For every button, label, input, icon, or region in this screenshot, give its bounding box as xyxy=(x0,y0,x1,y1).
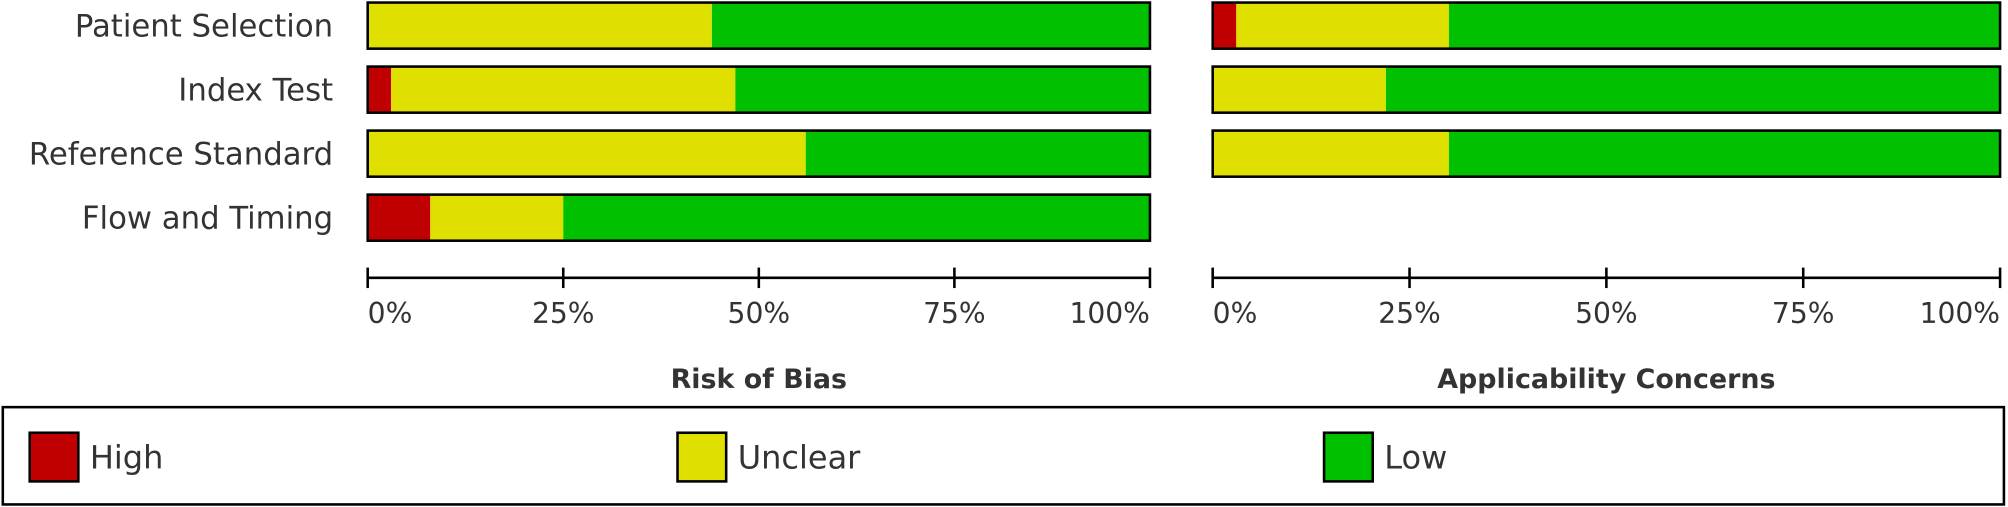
x-tick-label: 25% xyxy=(1378,297,1441,330)
bar-segment xyxy=(1385,66,2001,113)
legend-label: High xyxy=(90,439,164,477)
bar-segment xyxy=(367,2,712,49)
bar-segment xyxy=(711,2,1150,49)
bar-segment xyxy=(563,194,1150,241)
legend-swatch xyxy=(676,431,728,483)
panel-title: Risk of Bias xyxy=(671,364,847,395)
bar-segment xyxy=(1212,130,1449,177)
bar-segment xyxy=(367,130,806,177)
category-label: Reference Standard xyxy=(29,137,333,173)
legend xyxy=(1,405,2006,506)
x-tick-label: 50% xyxy=(1575,297,1638,330)
category-label: Flow and Timing xyxy=(82,201,333,237)
x-tick-label: 75% xyxy=(1772,297,1835,330)
bar-outline xyxy=(366,1,1152,50)
bar-outline xyxy=(1211,1,2002,50)
bar-segment xyxy=(805,130,1150,177)
x-tick-label: 100% xyxy=(1920,297,2001,330)
legend-swatch xyxy=(1322,431,1375,483)
bar-segment xyxy=(1212,66,1386,113)
bar-segment xyxy=(1236,2,1449,49)
x-tick-label: 0% xyxy=(368,297,413,330)
bar-segment xyxy=(430,194,564,241)
x-tick-label: 75% xyxy=(923,297,986,330)
legend-label: Unclear xyxy=(738,439,861,477)
bar-outline xyxy=(366,65,1152,114)
bar-outline xyxy=(366,193,1152,242)
bar-segment xyxy=(391,66,736,113)
x-tick-label: 25% xyxy=(532,297,595,330)
bar-segment xyxy=(1448,130,2001,177)
legend-swatch xyxy=(28,431,80,483)
bar-outline xyxy=(1211,129,2002,178)
bar-segment xyxy=(367,194,431,241)
x-tick-label: 0% xyxy=(1213,297,1258,330)
panel-title: Applicability Concerns xyxy=(1437,364,1775,395)
category-label: Index Test xyxy=(178,73,333,109)
bar-segment xyxy=(1212,2,1237,49)
legend-label: Low xyxy=(1384,439,1447,477)
category-label: Patient Selection xyxy=(75,9,333,45)
bar-segment xyxy=(735,66,1150,113)
bar-outline xyxy=(1211,65,2002,114)
x-tick-label: 50% xyxy=(728,297,791,330)
bar-outline xyxy=(366,129,1152,178)
bar-segment xyxy=(1448,2,2001,49)
bar-segment xyxy=(367,66,392,113)
x-tick-label: 100% xyxy=(1069,297,1150,330)
